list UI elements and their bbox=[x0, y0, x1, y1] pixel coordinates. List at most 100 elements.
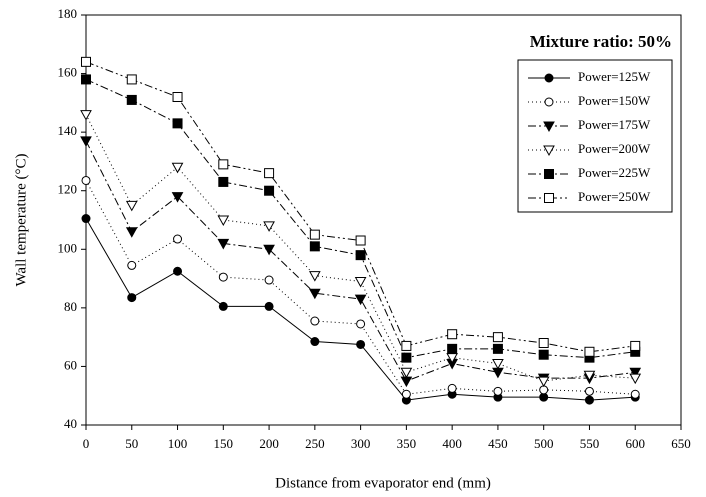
data-point bbox=[355, 235, 366, 246]
x-tick-label: 0 bbox=[83, 436, 90, 451]
data-point bbox=[125, 200, 138, 212]
data-point bbox=[264, 301, 274, 311]
data-point bbox=[308, 288, 321, 300]
data-point bbox=[401, 352, 412, 363]
data-point bbox=[310, 316, 320, 326]
data-point bbox=[401, 389, 411, 399]
data-point bbox=[538, 349, 549, 360]
data-point bbox=[538, 338, 549, 348]
data-point bbox=[630, 340, 641, 351]
data-point bbox=[492, 367, 504, 379]
data-point bbox=[125, 227, 138, 238]
data-point bbox=[493, 386, 503, 396]
data-point bbox=[171, 192, 184, 203]
data-point bbox=[630, 389, 640, 399]
data-point bbox=[584, 346, 595, 357]
x-tick-label: 300 bbox=[351, 436, 371, 451]
annotation: Mixture ratio: 50% bbox=[530, 32, 672, 51]
data-point bbox=[218, 176, 229, 187]
data-point bbox=[447, 343, 458, 354]
data-point bbox=[217, 215, 230, 227]
legend-marker bbox=[544, 73, 554, 83]
data-point bbox=[629, 373, 642, 385]
data-point bbox=[309, 229, 320, 240]
data-point bbox=[173, 266, 183, 276]
x-tick-label: 150 bbox=[214, 436, 234, 451]
legend-marker bbox=[544, 169, 554, 179]
y-tick-label: 80 bbox=[64, 299, 77, 314]
data-point bbox=[81, 214, 91, 224]
x-tick-label: 200 bbox=[259, 436, 279, 451]
y-tick-label: 120 bbox=[58, 182, 78, 197]
x-tick-label: 400 bbox=[442, 436, 462, 451]
data-point bbox=[80, 110, 92, 121]
legend-marker bbox=[543, 145, 555, 157]
y-tick-label: 160 bbox=[58, 65, 78, 80]
data-point bbox=[539, 392, 549, 402]
data-point bbox=[81, 175, 91, 185]
data-point bbox=[127, 293, 137, 303]
data-point bbox=[172, 92, 183, 102]
data-point bbox=[447, 383, 457, 393]
data-point bbox=[584, 386, 594, 396]
data-point bbox=[629, 367, 642, 379]
legend-marker bbox=[543, 121, 555, 133]
data-point bbox=[127, 260, 137, 270]
data-point bbox=[310, 337, 320, 347]
legend-marker bbox=[544, 97, 554, 107]
data-point bbox=[81, 56, 91, 67]
legend-label: Power=225W bbox=[578, 165, 651, 180]
legend-label: Power=175W bbox=[578, 117, 651, 132]
data-point bbox=[356, 319, 366, 329]
y-tick-label: 140 bbox=[58, 123, 78, 138]
x-tick-label: 500 bbox=[534, 436, 554, 451]
x-tick-label: 50 bbox=[125, 436, 138, 451]
y-tick-label: 40 bbox=[64, 416, 77, 431]
x-axis-label: Distance from evaporator end (mm) bbox=[275, 475, 491, 491]
data-point bbox=[584, 395, 594, 405]
data-point bbox=[492, 359, 504, 370]
data-point bbox=[354, 294, 367, 306]
legend-label: Power=150W bbox=[578, 93, 651, 108]
data-point bbox=[400, 376, 413, 388]
data-point bbox=[126, 94, 137, 105]
data-point bbox=[401, 340, 412, 351]
data-point bbox=[126, 74, 137, 85]
data-point bbox=[355, 250, 366, 261]
data-point bbox=[356, 339, 366, 349]
data-point bbox=[537, 376, 550, 388]
data-point bbox=[217, 238, 230, 250]
data-point bbox=[218, 159, 229, 170]
legend-label: Power=125W bbox=[578, 69, 651, 84]
data-point bbox=[218, 272, 228, 282]
legend-marker bbox=[544, 193, 554, 203]
x-tick-label: 650 bbox=[671, 436, 691, 451]
y-tick-label: 60 bbox=[64, 357, 77, 372]
data-point bbox=[492, 332, 503, 343]
x-tick-label: 550 bbox=[580, 436, 600, 451]
data-point bbox=[583, 370, 596, 382]
y-tick-label: 180 bbox=[58, 6, 78, 21]
legend-label: Power=250W bbox=[578, 189, 651, 204]
data-point bbox=[264, 168, 275, 179]
data-point bbox=[264, 275, 274, 285]
x-tick-label: 250 bbox=[305, 436, 325, 451]
data-point bbox=[80, 136, 92, 147]
legend-label: Power=200W bbox=[578, 141, 651, 156]
data-point bbox=[218, 301, 228, 311]
y-axis-label: Wall temperature (°C) bbox=[13, 153, 29, 286]
data-point bbox=[264, 185, 275, 196]
data-point bbox=[171, 162, 184, 174]
data-point bbox=[308, 271, 321, 282]
series-line bbox=[85, 218, 636, 401]
data-point bbox=[263, 221, 275, 232]
data-point bbox=[173, 234, 183, 244]
x-tick-label: 600 bbox=[625, 436, 645, 451]
data-point bbox=[263, 244, 275, 256]
data-point bbox=[354, 277, 367, 288]
data-point bbox=[309, 241, 320, 252]
data-point bbox=[492, 343, 503, 354]
x-tick-label: 350 bbox=[397, 436, 417, 451]
